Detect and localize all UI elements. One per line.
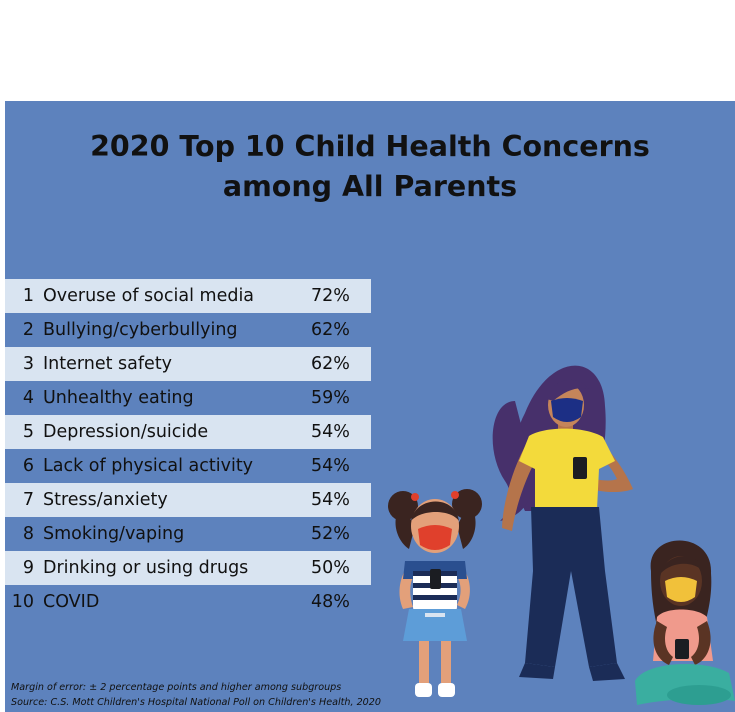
list-item: 1 Overuse of social media 72% xyxy=(5,279,371,313)
concern-label: Internet safety xyxy=(43,354,173,374)
list-item: 9 Drinking or using drugs 50% xyxy=(5,551,371,585)
list-item: 5 Depression/suicide 54% xyxy=(5,415,371,449)
girl-with-phone-figure xyxy=(388,489,482,697)
concern-label: Bullying/cyberbullying xyxy=(43,320,238,340)
rank-number: 5 xyxy=(22,422,34,442)
concern-label: COVID xyxy=(43,592,100,612)
concern-percent: 62% xyxy=(311,354,350,374)
rank-number: 8 xyxy=(22,524,34,544)
list-item: 8 Smoking/vaping 52% xyxy=(5,517,371,551)
rank-number: 6 xyxy=(22,456,34,476)
concern-label: Unhealthy eating xyxy=(43,388,194,408)
family-illustration xyxy=(388,365,735,705)
list-item: 7 Stress/anxiety 54% xyxy=(5,483,371,517)
title-line-2: among All Parents xyxy=(222,170,518,203)
concern-percent: 54% xyxy=(311,456,350,476)
rank-number: 4 xyxy=(22,388,34,408)
list-item: 10 COVID 48% xyxy=(5,585,371,619)
infographic-panel: 2020 Top 10 Child Health Concerns among … xyxy=(5,101,735,712)
concerns-list: 1 Overuse of social media 72% 2 Bullying… xyxy=(5,279,371,619)
concern-percent: 48% xyxy=(311,592,350,612)
concern-label: Drinking or using drugs xyxy=(43,558,249,578)
concern-label: Stress/anxiety xyxy=(43,490,168,510)
concern-percent: 50% xyxy=(311,558,350,578)
list-item: 6 Lack of physical activity 54% xyxy=(5,449,371,483)
seated-child-with-phone-figure xyxy=(635,540,735,705)
list-item: 4 Unhealthy eating 59% xyxy=(5,381,371,415)
rank-number: 3 xyxy=(22,354,34,374)
concern-percent: 54% xyxy=(311,490,350,510)
concern-percent: 59% xyxy=(311,388,350,408)
source-note: Source: C.S. Mott Children's Hospital Na… xyxy=(11,697,381,708)
rank-number: 7 xyxy=(22,490,34,510)
concern-label: Lack of physical activity xyxy=(43,456,254,476)
rank-number: 9 xyxy=(22,558,34,578)
concern-label: Depression/suicide xyxy=(43,422,209,442)
concern-percent: 54% xyxy=(311,422,350,442)
rank-number: 10 xyxy=(11,592,34,612)
woman-with-phone-figure xyxy=(492,365,633,681)
margin-of-error-note: Margin of error: ± 2 percentage points a… xyxy=(11,682,342,693)
rank-number: 2 xyxy=(22,320,34,340)
list-item: 2 Bullying/cyberbullying 62% xyxy=(5,313,371,347)
concern-percent: 62% xyxy=(311,320,350,340)
concern-label: Overuse of social media xyxy=(43,286,255,306)
concern-label: Smoking/vaping xyxy=(43,524,185,544)
rank-number: 1 xyxy=(22,286,34,306)
title-line-1: 2020 Top 10 Child Health Concerns xyxy=(90,130,650,163)
concern-percent: 72% xyxy=(311,286,350,306)
concern-percent: 52% xyxy=(311,524,350,544)
list-item: 3 Internet safety 62% xyxy=(5,347,371,381)
page-title: 2020 Top 10 Child Health Concerns among … xyxy=(5,127,735,207)
